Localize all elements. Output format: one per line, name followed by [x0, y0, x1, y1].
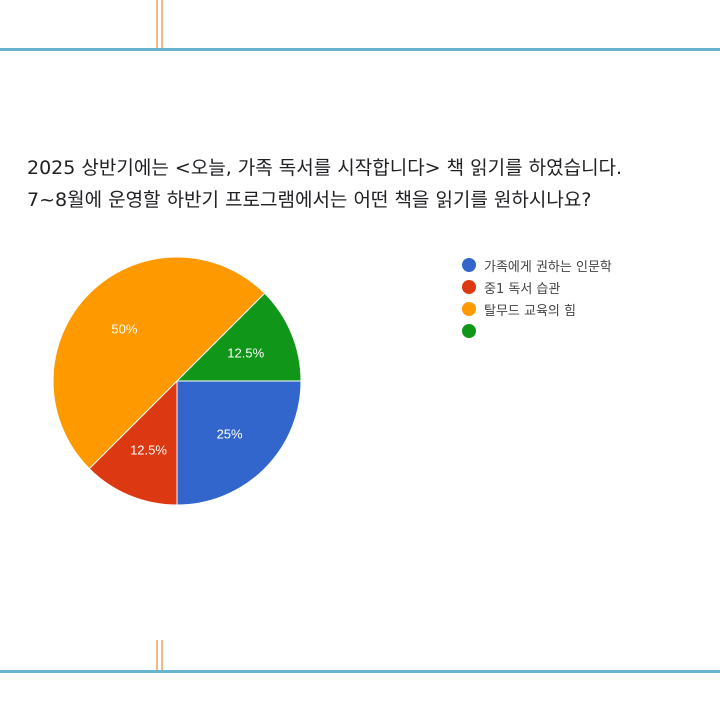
pie-slice	[52, 256, 266, 470]
top-accent-line	[161, 0, 163, 48]
slice-percent-label: 25%	[217, 427, 243, 442]
legend-label: 중1 독서 습관	[484, 281, 561, 297]
bottom-accent-line	[156, 640, 158, 670]
slice-percent-label: 50%	[111, 321, 137, 336]
slice-percent-label: 12.5%	[130, 443, 167, 458]
bottom-divider	[0, 670, 720, 673]
legend-item	[462, 320, 612, 342]
legend-label: 가족에게 권하는 인문학	[484, 259, 612, 275]
legend-item: 중1 독서 습관	[462, 276, 612, 298]
legend-swatch	[462, 280, 476, 294]
legend-swatch	[462, 258, 476, 272]
slice-percent-label: 12.5%	[227, 346, 264, 361]
question-title: 2025 상반기에는 <오늘, 가족 독서를 시작합니다> 책 읽기를 하였습니…	[27, 152, 707, 216]
pie-chart: 25% 12.5% 50% 12.5%	[52, 256, 302, 506]
legend-item: 가족에게 권하는 인문학	[462, 254, 612, 276]
bottom-accent-line	[161, 640, 163, 670]
question-line-1: 2025 상반기에는 <오늘, 가족 독서를 시작합니다> 책 읽기를 하였습니…	[27, 157, 623, 179]
legend-item: 탈무드 교육의 힘	[462, 298, 612, 320]
legend-label: 탈무드 교육의 힘	[484, 303, 576, 319]
pie-slice	[176, 380, 302, 506]
pie-slice	[88, 379, 178, 506]
legend-swatch	[462, 324, 476, 338]
pie-slice	[175, 292, 302, 382]
top-divider	[0, 48, 720, 51]
question-line-2: 7~8월에 운영할 하반기 프로그램에서는 어떤 책을 읽기를 원하시나요?	[27, 189, 592, 211]
top-accent-line	[156, 0, 158, 48]
legend-swatch	[462, 302, 476, 316]
